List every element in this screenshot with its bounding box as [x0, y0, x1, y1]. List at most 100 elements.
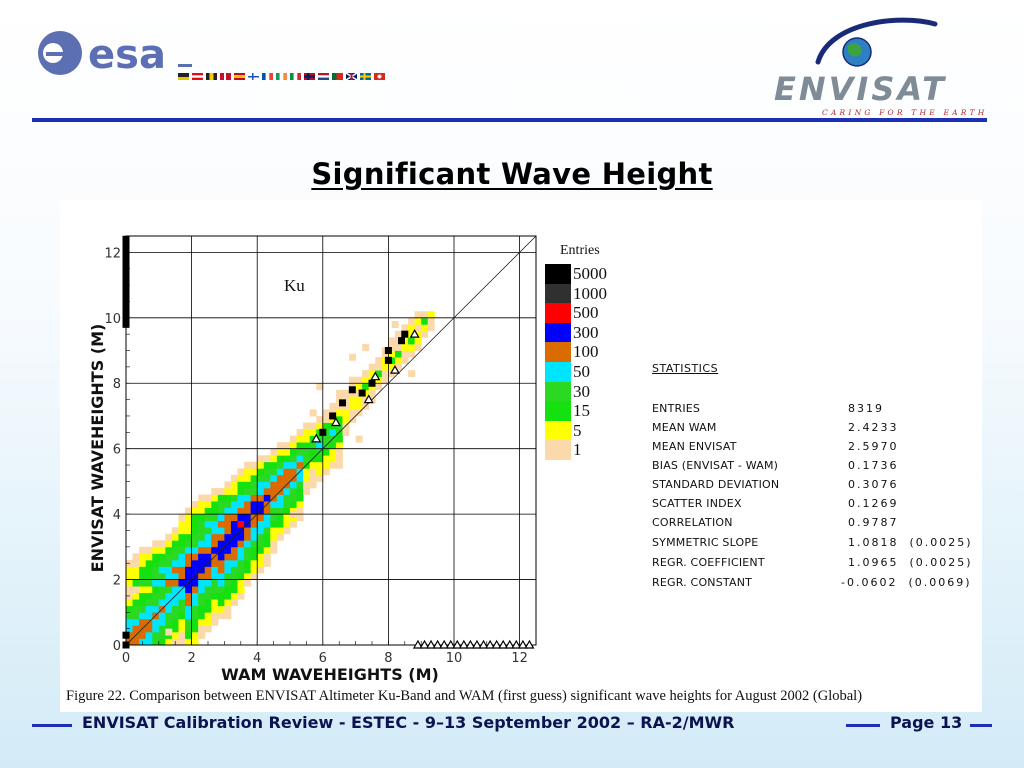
heatmap-cell	[257, 527, 265, 535]
heatmap-cell	[158, 546, 166, 554]
heatmap-cell	[217, 527, 225, 535]
heatmap-cell	[178, 533, 186, 541]
heatmap-cell	[126, 612, 133, 620]
heatmap-cell	[335, 389, 343, 397]
heatmap-cell	[217, 507, 225, 515]
heatmap-cell	[237, 487, 245, 495]
triangle-marker	[389, 364, 400, 374]
square-marker	[122, 261, 130, 269]
heatmap-cell	[217, 540, 225, 548]
heatmap-cell	[335, 415, 343, 423]
heatmap-cell	[408, 343, 416, 351]
heatmap-cell	[152, 605, 160, 613]
heatmap-cell	[250, 566, 258, 574]
heatmap-cell	[316, 383, 324, 391]
heatmap-cell	[296, 487, 304, 495]
triangle-marker	[330, 417, 341, 427]
heatmap-cell	[178, 612, 186, 620]
x-tick-label: 2	[187, 651, 195, 666]
heatmap-cell	[263, 474, 271, 482]
heatmap-cell	[276, 533, 284, 541]
heatmap-cell	[263, 487, 271, 495]
heatmap-cell	[204, 527, 212, 535]
heatmap-cell	[217, 514, 225, 522]
heatmap-cell	[250, 559, 258, 567]
stat-row: MEAN WAM 2.4233	[652, 421, 982, 437]
heatmap-cell	[237, 507, 245, 515]
legend-item: 500	[545, 303, 625, 324]
heatmap-cell	[237, 540, 245, 548]
heatmap-cell	[165, 592, 173, 600]
heatmap-cell	[204, 592, 212, 600]
heatmap-cell	[270, 507, 278, 515]
heatmap-cell	[276, 520, 284, 528]
heatmap-cell	[408, 337, 416, 345]
heatmap-cell	[171, 573, 179, 580]
heatmap-cell	[191, 592, 199, 600]
heatmap-cell	[185, 559, 192, 567]
heatmap-cell	[217, 494, 225, 502]
triangle-marker	[412, 639, 423, 649]
heatmap-cell	[362, 370, 370, 378]
heatmap-cell	[171, 599, 179, 607]
heatmap-cell	[145, 592, 153, 600]
heatmap-cell	[250, 481, 258, 489]
heatmap-cell	[171, 566, 179, 574]
heatmap-cell	[309, 448, 317, 456]
legend-label: 300	[573, 322, 599, 342]
heatmap-cell	[198, 546, 206, 554]
triangle-marker	[498, 639, 509, 649]
heatmap-cell	[204, 501, 212, 508]
figure-panel	[60, 200, 982, 712]
heatmap-cell	[303, 468, 311, 476]
heatmap-cell	[198, 553, 206, 561]
heatmap-cell	[139, 579, 147, 587]
heatmap-cell	[290, 461, 297, 469]
heatmap-cell	[263, 514, 271, 522]
heatmap-cell	[237, 481, 245, 489]
heatmap-cell	[257, 494, 265, 502]
heatmap-cell	[290, 435, 297, 443]
heatmap-cell	[329, 448, 337, 456]
heatmap-cell	[139, 618, 147, 626]
heatmap-cell	[145, 605, 153, 613]
heatmap-cell	[244, 553, 252, 561]
heatmap-cell	[211, 494, 219, 502]
legend-swatch	[545, 381, 571, 402]
heatmap-cell	[342, 409, 350, 417]
legend-item: 100	[545, 342, 625, 363]
heatmap-cell	[303, 487, 311, 495]
heatmap-cell	[224, 559, 232, 567]
heatmap-cell	[126, 579, 133, 587]
legend-label: 5000	[573, 264, 607, 283]
heatmap-cell	[283, 474, 291, 482]
heatmap-cell	[329, 429, 337, 436]
heatmap-cell	[132, 599, 140, 607]
legend-label: 30	[573, 381, 590, 401]
heatmap-cell	[244, 546, 252, 554]
heatmap-cell	[329, 455, 337, 463]
heatmap-cell	[362, 383, 370, 391]
heatmap-cell	[263, 468, 271, 476]
footer-rule-left	[32, 724, 72, 727]
heatmap-cell	[283, 527, 291, 535]
heatmap-cell	[349, 376, 356, 384]
square-marker	[384, 347, 392, 355]
heatmap-cell	[283, 442, 291, 450]
y-tick-label: 6	[113, 443, 121, 458]
heatmap-cell	[427, 317, 435, 325]
heatmap-cell	[191, 625, 199, 633]
heatmap-cell	[388, 337, 396, 345]
heatmap-cell	[211, 514, 219, 522]
heatmap-cell	[244, 514, 252, 522]
wave-height-chart: 0 2 4 6 8 10 12 0 2 4 6 8 10 12 Ku WAM WAVEHEIGHTS (M…	[88, 235, 537, 684]
triangle-marker	[311, 433, 322, 443]
heatmap-cell	[171, 579, 179, 587]
heatmap-cell	[191, 546, 199, 554]
heatmap-cell	[276, 461, 284, 469]
heatmap-cell	[244, 507, 252, 515]
heatmap-cell	[322, 461, 330, 469]
heatmap-cell	[375, 357, 383, 365]
heatmap-cell	[211, 507, 219, 515]
envisat-tagline: CARING FOR THE EARTH	[822, 108, 985, 117]
